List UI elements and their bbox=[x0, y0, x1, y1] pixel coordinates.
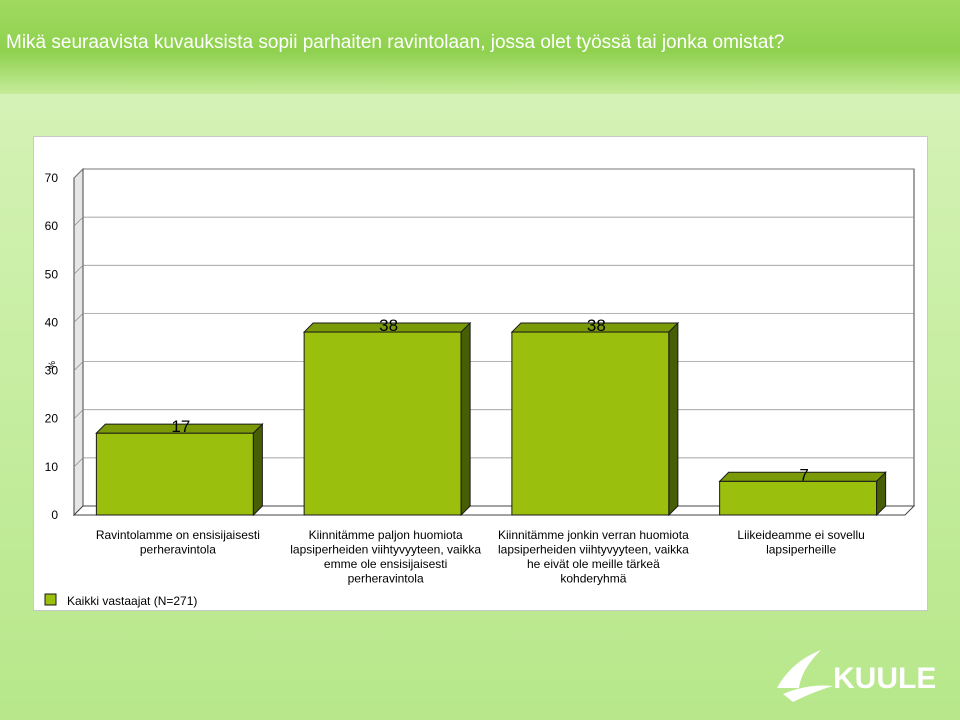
y-tick-label: 20 bbox=[45, 412, 59, 426]
x-tick-label-line: Ravintolamme on ensisijaisesti bbox=[96, 528, 260, 542]
bar-chart: 0 10 20 30 40 50 60 70% 17 Ravintolamme on ensisi… bbox=[44, 167, 916, 608]
chart-panel: 0 10 20 30 40 50 60 70% 17 Ravintolamme on ensisi… bbox=[33, 136, 928, 611]
gridline-depth bbox=[73, 168, 84, 179]
data-label: 38 bbox=[587, 316, 606, 335]
x-tick-label-line: perheravintola bbox=[348, 572, 424, 586]
bar bbox=[719, 480, 878, 516]
y-tick-label: 30 bbox=[45, 364, 59, 378]
x-tick-label-line: Kiinnitämme paljon huomiota bbox=[309, 528, 463, 542]
bar bbox=[303, 331, 462, 516]
bar-side bbox=[460, 321, 471, 517]
data-label: 38 bbox=[379, 316, 398, 335]
logo-wordmark: KUULE bbox=[833, 662, 935, 695]
bar-side bbox=[668, 321, 679, 517]
y-tick-label: 0 bbox=[51, 508, 58, 522]
data-label: 7 bbox=[799, 465, 808, 484]
x-tick-label: Ravintolamme on ensisijaisesti perheravin… bbox=[96, 528, 260, 557]
x-tick-label-line: Liikeideamme ei sovellu bbox=[737, 528, 864, 542]
y-tick-label: 70 bbox=[45, 171, 59, 185]
y-tick-label: 10 bbox=[45, 460, 59, 474]
bar-side bbox=[252, 422, 263, 517]
y-tick-label: 50 bbox=[45, 267, 59, 281]
x-tick-label-line: kohderyhmä bbox=[560, 572, 626, 586]
y-tick-label: 40 bbox=[45, 315, 59, 329]
bar-side bbox=[876, 471, 887, 517]
bar bbox=[95, 432, 254, 516]
gridline-depth bbox=[73, 361, 84, 371]
gridline-depth bbox=[73, 457, 84, 468]
x-tick-label-line: lapsiperheille bbox=[766, 543, 836, 557]
x-tick-label-line: emme ole ensisijaisesti bbox=[324, 557, 447, 571]
x-tick-label: Liikeideamme ei sovellu lapsiperheille bbox=[737, 528, 864, 557]
x-tick-label-line: he eivät ole meille tärkeä bbox=[527, 557, 660, 571]
y-tick-label: 60 bbox=[45, 219, 59, 233]
x-tick-label-line: lapsiperheiden viihtyvyyteen, vaikka bbox=[498, 543, 689, 557]
x-tick-label: Kiinnitämme paljon huomiota lapsiperheide… bbox=[290, 528, 481, 586]
x-tick-label-line: Kiinnitämme jonkin verran huomiota bbox=[498, 528, 689, 542]
y-axis-label: % bbox=[47, 361, 57, 369]
plot-left-wall bbox=[73, 167, 84, 517]
x-tick-label-line: perheravintola bbox=[140, 543, 216, 557]
legend-swatch bbox=[44, 593, 57, 606]
x-tick-label-line: lapsiperheiden viihtyvyyteen, vaikka bbox=[290, 543, 481, 557]
header-bar: Mikä seuraavista kuvauksista sopii parha… bbox=[0, 0, 960, 94]
bar bbox=[511, 331, 670, 516]
x-tick-label: Kiinnitämme jonkin verran huomiota lapsip… bbox=[498, 528, 689, 586]
swoosh-icon bbox=[777, 650, 833, 702]
brand-logo: KUULE bbox=[775, 644, 936, 704]
legend-label: Kaikki vastaajat (N=271) bbox=[67, 594, 197, 608]
gridline-depth bbox=[73, 409, 84, 419]
gridline-depth bbox=[73, 313, 84, 323]
data-label: 17 bbox=[171, 417, 190, 436]
gridline-depth bbox=[73, 265, 84, 275]
gridline-depth bbox=[73, 216, 84, 227]
slide-title: Mikä seuraavista kuvauksista sopii parha… bbox=[6, 32, 785, 53]
